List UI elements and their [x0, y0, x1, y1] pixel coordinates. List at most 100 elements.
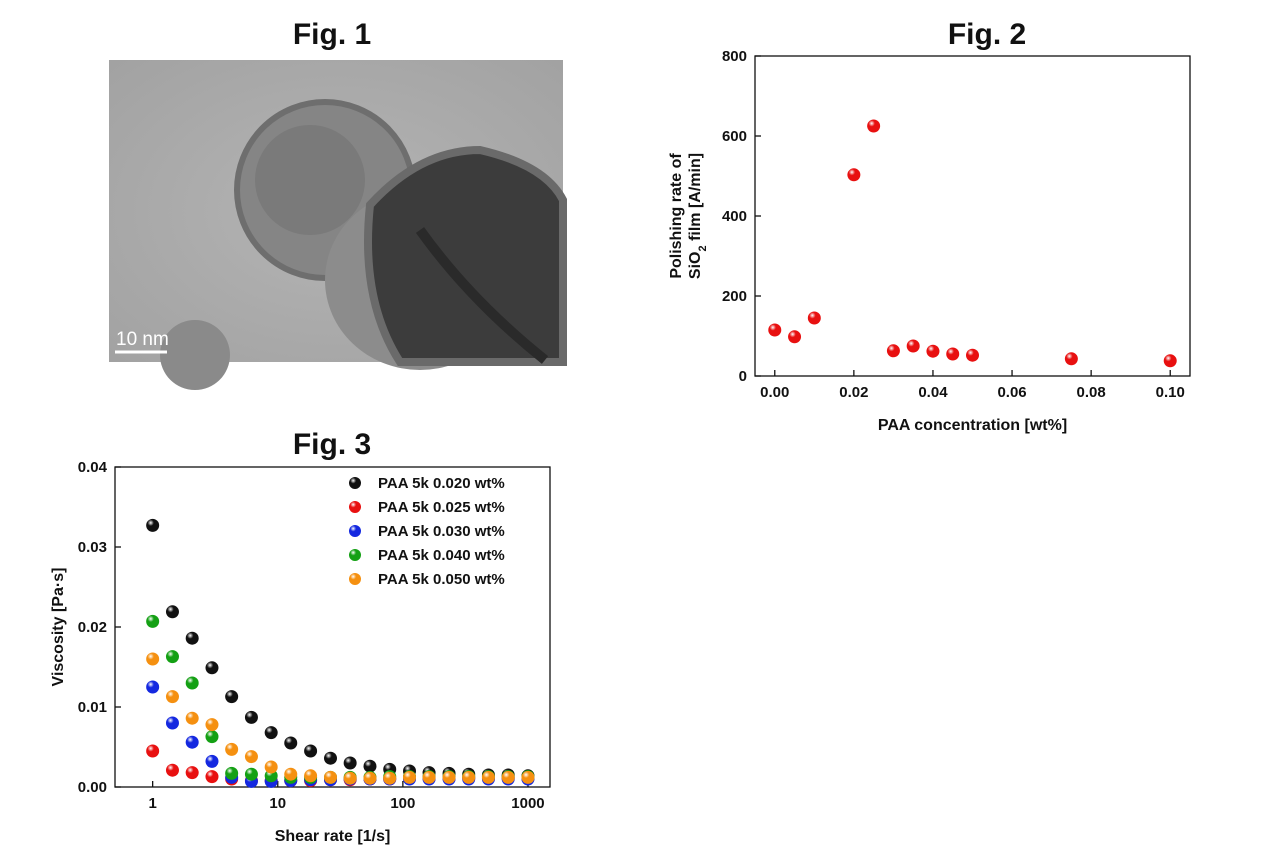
legend-label: PAA 5k 0.025 wt% — [378, 499, 505, 516]
data-point — [363, 771, 377, 785]
x-tick-label: 0.10 — [1156, 384, 1185, 401]
data-point — [146, 518, 160, 532]
y-tick-label: 0 — [739, 368, 747, 385]
legend-label: PAA 5k 0.030 wt% — [378, 523, 505, 540]
data-point — [205, 718, 219, 732]
data-point — [225, 742, 239, 756]
data-point — [146, 614, 160, 628]
data-point — [284, 767, 298, 781]
x-tick-label: 0.04 — [918, 384, 948, 401]
data-point — [926, 344, 940, 358]
data-point — [847, 168, 861, 182]
data-point — [442, 770, 456, 784]
data-point — [284, 736, 298, 750]
y-tick-label: 0.03 — [78, 539, 107, 556]
data-point — [383, 771, 397, 785]
data-point — [966, 348, 979, 362]
y-tick-label: 600 — [722, 128, 747, 145]
x-tick-label: 10 — [269, 795, 286, 812]
y-tick-label: 800 — [722, 48, 747, 65]
data-point — [768, 323, 782, 337]
data-point — [264, 726, 278, 740]
y-tick-label: 200 — [722, 288, 747, 305]
data-point — [422, 770, 436, 784]
data-point — [165, 763, 179, 777]
data-point — [906, 339, 920, 353]
data-point — [205, 754, 219, 768]
data-point — [1064, 352, 1078, 366]
data-point — [521, 770, 535, 784]
x-axis-label: PAA concentration [wt%] — [878, 417, 1067, 434]
data-point — [205, 730, 219, 744]
y-tick-label: 0.01 — [78, 699, 107, 716]
data-point — [146, 652, 160, 666]
legend-label: PAA 5k 0.040 wt% — [378, 547, 505, 564]
legend-marker — [349, 549, 361, 561]
data-point — [165, 716, 179, 730]
y-tick-label: 0.02 — [78, 619, 107, 636]
x-tick-label: 0.06 — [997, 384, 1026, 401]
data-point — [146, 680, 160, 694]
data-point — [185, 676, 199, 690]
x-tick-label: 100 — [390, 795, 415, 812]
data-point — [244, 710, 258, 724]
y-tick-label: 400 — [722, 208, 747, 225]
x-tick-label: 1000 — [511, 795, 544, 812]
data-point — [185, 735, 199, 749]
x-tick-label: 0.02 — [839, 384, 868, 401]
x-axis-label: Shear rate [1/s] — [275, 828, 391, 845]
data-point — [788, 330, 802, 344]
y-axis-label-part: 2 — [697, 245, 709, 251]
data-point — [363, 759, 377, 773]
data-point — [165, 690, 179, 704]
data-point — [886, 344, 900, 358]
legend-marker — [349, 525, 361, 537]
data-point — [481, 770, 495, 784]
data-point — [244, 767, 258, 781]
data-point — [146, 744, 160, 758]
data-point — [807, 311, 821, 325]
data-point — [324, 751, 338, 765]
data-point — [343, 771, 357, 785]
chart-title: Fig. 3 — [293, 428, 371, 461]
data-point — [403, 770, 417, 784]
y-axis-label: Viscosity [Pa·s] — [50, 568, 67, 687]
data-point — [501, 770, 515, 784]
data-point — [1163, 354, 1177, 368]
data-point — [205, 770, 219, 784]
data-point — [867, 119, 881, 133]
y-tick-label: 0.00 — [78, 779, 107, 796]
y-axis-label: Polishing rate of — [668, 153, 685, 279]
legend-marker — [349, 501, 361, 513]
x-tick-label: 0.08 — [1077, 384, 1106, 401]
legend-marker — [349, 477, 361, 489]
data-point — [324, 770, 338, 784]
x-tick-label: 1 — [148, 795, 156, 812]
x-tick-label: 0.00 — [760, 384, 789, 401]
y-axis-label-part: SiO — [687, 252, 704, 280]
data-point — [244, 750, 258, 764]
legend-label: PAA 5k 0.020 wt% — [378, 475, 505, 492]
data-point — [185, 631, 199, 645]
data-point — [225, 766, 239, 780]
chart-title: Fig. 2 — [948, 18, 1026, 51]
scale-bar-label: 10 nm — [116, 329, 169, 350]
y-axis-label: SiO2 film [A/min] — [687, 153, 709, 279]
data-point — [165, 650, 179, 664]
plot-frame — [754, 55, 1191, 377]
data-point — [462, 770, 476, 784]
legend-marker — [349, 573, 361, 585]
data-point — [946, 347, 960, 361]
tem-image: 10 nm — [109, 60, 567, 390]
data-point — [205, 661, 219, 675]
fig1-title: Fig. 1 — [293, 18, 371, 51]
data-point — [185, 766, 199, 780]
data-point — [304, 744, 318, 758]
legend-label: PAA 5k 0.050 wt% — [378, 571, 505, 588]
y-axis-label-part: film [A/min] — [687, 153, 704, 245]
data-point — [343, 756, 357, 770]
data-point — [165, 605, 179, 619]
data-point — [225, 690, 239, 704]
data-point — [185, 711, 199, 725]
